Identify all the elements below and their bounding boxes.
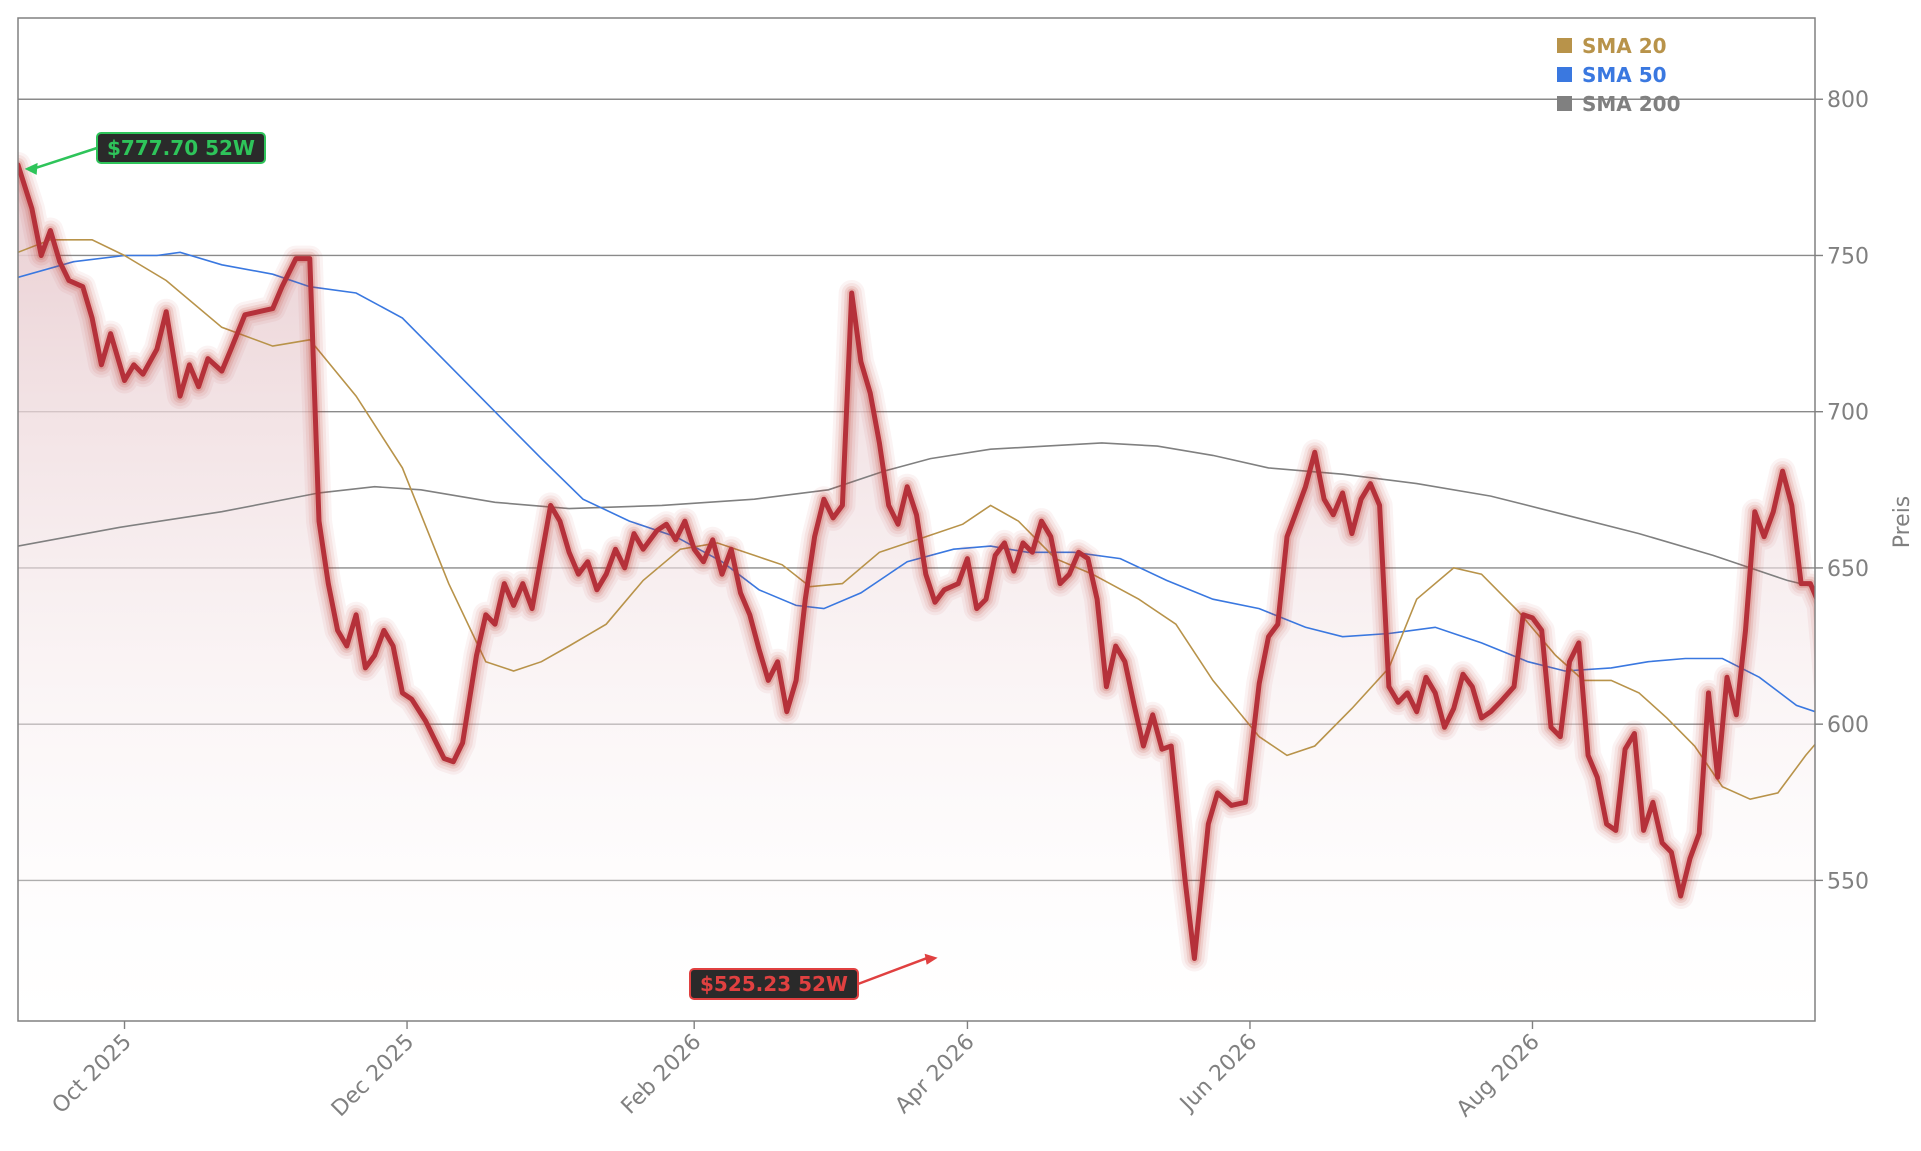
y-tick-label-750: 750 <box>1827 244 1869 269</box>
y-tick-label-800: 800 <box>1827 88 1869 113</box>
legend-swatch-sma50 <box>1557 67 1572 82</box>
high-annotation-label: $777.70 52W <box>107 136 255 160</box>
y-axis-label: Preis <box>1890 496 1915 549</box>
low-annotation-label: $525.23 52W <box>700 972 848 996</box>
y-tick-label-550: 550 <box>1827 869 1869 894</box>
legend: SMA 20 SMA 50 SMA 200 <box>1557 34 1681 116</box>
sma-50-line <box>18 251 1815 713</box>
legend-label-sma50: SMA 50 <box>1582 63 1667 87</box>
y-tick-label-600: 600 <box>1827 713 1869 738</box>
legend-swatch-sma200 <box>1557 96 1572 111</box>
price-line <box>18 162 1815 961</box>
high-arrow-head <box>24 162 38 175</box>
low-arrow-line <box>857 956 929 986</box>
low-arrow-head <box>924 953 938 965</box>
legend-label-sma200: SMA 200 <box>1582 92 1681 116</box>
sma-200-line <box>18 442 1815 588</box>
y-tick-label-650: 650 <box>1827 557 1869 582</box>
y-axis: 550 600 650 700 750 800 <box>1815 88 1869 894</box>
legend-label-sma20: SMA 20 <box>1582 34 1667 58</box>
price-area-fill <box>18 164 1815 1021</box>
legend-swatch-sma20 <box>1557 38 1572 53</box>
annotations: $777.70 52W $525.23 52W <box>24 132 938 1000</box>
y-tick-label-700: 700 <box>1827 401 1869 426</box>
high-annotation-box <box>96 132 266 164</box>
plot-frame <box>17 17 1816 1022</box>
low-annotation-box <box>689 968 859 1000</box>
high-arrow-line <box>32 146 98 171</box>
